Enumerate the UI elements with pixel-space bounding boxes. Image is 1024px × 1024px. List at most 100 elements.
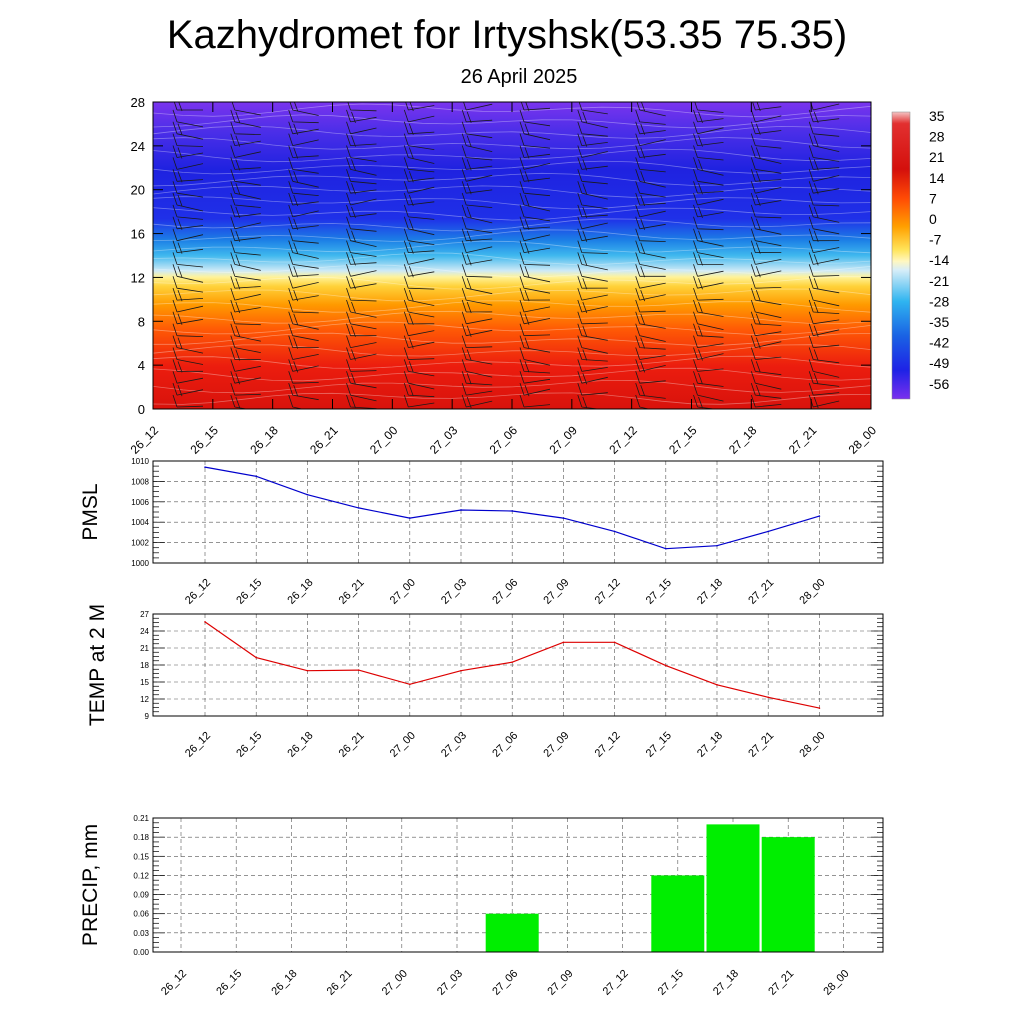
wind-barb bbox=[635, 287, 666, 302]
wind-barb bbox=[693, 157, 724, 176]
wind-barb bbox=[693, 287, 724, 301]
wind-barb bbox=[577, 299, 608, 314]
wind-barb bbox=[461, 276, 493, 295]
wind-barb bbox=[519, 311, 551, 325]
wind-barb bbox=[635, 121, 666, 135]
wind-barb bbox=[172, 359, 204, 373]
xtick-label: 26_21 bbox=[337, 577, 367, 607]
wind-barb bbox=[808, 192, 840, 207]
wind-barb bbox=[461, 252, 493, 266]
wind-barb bbox=[172, 371, 204, 384]
wind-barb bbox=[635, 347, 666, 360]
wind-barb bbox=[230, 240, 261, 256]
wind-barb bbox=[693, 323, 724, 338]
wind-barb bbox=[577, 382, 608, 396]
wind-barb bbox=[461, 323, 493, 337]
wind-barb bbox=[288, 347, 319, 360]
wind-barb bbox=[635, 169, 666, 188]
wind-barb bbox=[346, 323, 377, 337]
wind-barb bbox=[231, 102, 261, 116]
pmsl-point bbox=[460, 509, 462, 511]
wind-barb bbox=[693, 371, 724, 387]
colorbar-label: 35 bbox=[929, 108, 945, 124]
isotherm-line bbox=[153, 114, 871, 129]
isotherm-line bbox=[153, 185, 871, 198]
wind-barb bbox=[172, 109, 204, 128]
wind-barb bbox=[577, 157, 608, 171]
colorbar-label: 28 bbox=[929, 129, 945, 145]
xtick-label: 27_00 bbox=[388, 730, 418, 760]
wind-barb bbox=[172, 311, 204, 325]
pmsl-point bbox=[306, 493, 309, 496]
precip-bar bbox=[706, 824, 760, 952]
wind-barb bbox=[230, 276, 261, 290]
ytick-label: 1000 bbox=[131, 559, 149, 568]
wind-barb bbox=[230, 109, 261, 128]
xtick-label: 27_15 bbox=[644, 577, 674, 607]
wind-barb bbox=[461, 299, 493, 314]
wind-barb bbox=[750, 192, 782, 207]
wind-barb bbox=[693, 109, 724, 124]
wind-barb bbox=[635, 145, 666, 159]
precip-bar bbox=[485, 913, 539, 952]
wind-barb bbox=[750, 264, 782, 278]
wind-barb bbox=[635, 311, 666, 329]
wind-barb bbox=[519, 335, 551, 353]
wind-barb bbox=[346, 204, 377, 219]
wind-barb bbox=[693, 276, 724, 290]
wind-barb bbox=[519, 252, 551, 266]
wind-barb bbox=[519, 228, 551, 242]
isotherm-line bbox=[153, 321, 871, 336]
wind-barb bbox=[346, 394, 377, 409]
wind-barb bbox=[636, 102, 666, 117]
wind-barb bbox=[230, 133, 261, 147]
colorbar-label: 0 bbox=[929, 211, 937, 227]
wind-barb bbox=[403, 276, 435, 290]
section-xtick-label: 27_18 bbox=[726, 423, 760, 457]
wind-barb bbox=[346, 347, 377, 361]
wind-barb bbox=[577, 323, 608, 341]
wind-barb bbox=[519, 216, 551, 230]
wind-barb bbox=[288, 371, 319, 384]
wind-barb bbox=[461, 109, 493, 124]
wind-barb bbox=[288, 204, 319, 218]
wind-barb bbox=[346, 240, 377, 257]
wind-barb bbox=[346, 311, 377, 330]
panel-frame bbox=[152, 460, 884, 564]
section-xtick-label: 27_00 bbox=[367, 423, 401, 457]
pmsl-point bbox=[716, 544, 718, 547]
wind-barb bbox=[693, 216, 724, 231]
isotherm-line bbox=[153, 264, 871, 278]
wind-barb bbox=[577, 169, 608, 185]
ytick-label: 12 bbox=[140, 695, 149, 704]
wind-barb bbox=[403, 252, 435, 265]
wind-barb bbox=[808, 169, 840, 182]
wind-barb bbox=[346, 145, 377, 162]
xtick-label: 27_21 bbox=[746, 577, 776, 607]
wind-barb bbox=[288, 276, 319, 289]
wind-barb bbox=[288, 121, 319, 135]
wind-barb bbox=[347, 102, 377, 112]
wind-barb bbox=[808, 287, 840, 307]
pmsl-point bbox=[511, 510, 513, 512]
page-date: 26 April 2025 bbox=[461, 66, 578, 88]
wind-barb bbox=[288, 169, 319, 188]
wind-barb bbox=[693, 145, 724, 161]
wind-barb bbox=[808, 240, 840, 253]
wind-barb bbox=[808, 347, 840, 364]
wind-barb bbox=[750, 394, 782, 408]
xtick-label: 27_21 bbox=[746, 730, 776, 760]
wind-barb bbox=[577, 347, 608, 362]
wind-barb bbox=[403, 311, 435, 325]
ytick-label: 1010 bbox=[131, 457, 149, 466]
wind-barb bbox=[403, 216, 435, 236]
wind-barb bbox=[461, 121, 493, 139]
colorbar-label: -49 bbox=[929, 355, 949, 371]
wind-barb bbox=[750, 323, 782, 337]
wind-barb bbox=[230, 145, 261, 158]
wind-barb bbox=[461, 311, 493, 325]
wind-barb bbox=[808, 264, 840, 277]
wind-barb bbox=[289, 102, 319, 116]
wind-barb bbox=[635, 204, 666, 218]
wind-barb bbox=[403, 121, 435, 135]
